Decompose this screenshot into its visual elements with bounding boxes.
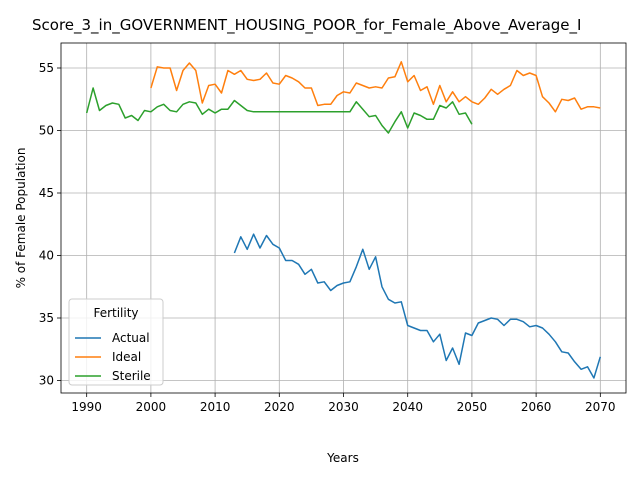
series-line-sterile xyxy=(85,87,473,134)
y-tick-label: 35 xyxy=(39,311,54,325)
legend-label-sterile: Sterile xyxy=(112,369,151,383)
legend-box xyxy=(68,298,164,386)
legend-title: Fertility xyxy=(93,306,138,320)
x-axis-label: Years xyxy=(326,451,359,465)
y-axis-ticks: 30 35 40 45 50 55 xyxy=(39,61,61,388)
y-tick-label: 50 xyxy=(39,124,54,138)
legend: Fertility Actual Ideal Sterile xyxy=(68,298,164,386)
chart-title: Score_3_in_GOVERNMENT_HOUSING_POOR_for_F… xyxy=(32,16,581,35)
y-axis-label: % of Female Population xyxy=(14,148,28,289)
legend-entries: Actual Ideal Sterile xyxy=(75,331,151,383)
x-tick-label: 2030 xyxy=(328,400,359,414)
legend-label-ideal: Ideal xyxy=(112,350,141,364)
y-tick-label: 40 xyxy=(39,249,54,263)
x-tick-label: 2020 xyxy=(264,400,295,414)
x-tick-label: 2010 xyxy=(200,400,231,414)
series-line-actual xyxy=(233,233,602,379)
legend-label-actual: Actual xyxy=(112,331,150,345)
series-lines xyxy=(85,61,602,379)
x-tick-label: 2060 xyxy=(521,400,552,414)
x-tick-label: 2070 xyxy=(585,400,616,414)
y-tick-label: 45 xyxy=(39,186,54,200)
x-tick-label: 2040 xyxy=(392,400,423,414)
x-tick-label: 2000 xyxy=(136,400,167,414)
x-tick-label: 1990 xyxy=(71,400,102,414)
series-line-ideal xyxy=(150,61,601,113)
y-tick-label: 55 xyxy=(39,61,54,75)
x-axis-ticks: 1990 2000 2010 2020 2030 2040 2050 2060 2070 xyxy=(71,393,616,414)
x-tick-label: 2050 xyxy=(457,400,488,414)
y-tick-label: 30 xyxy=(39,374,54,388)
